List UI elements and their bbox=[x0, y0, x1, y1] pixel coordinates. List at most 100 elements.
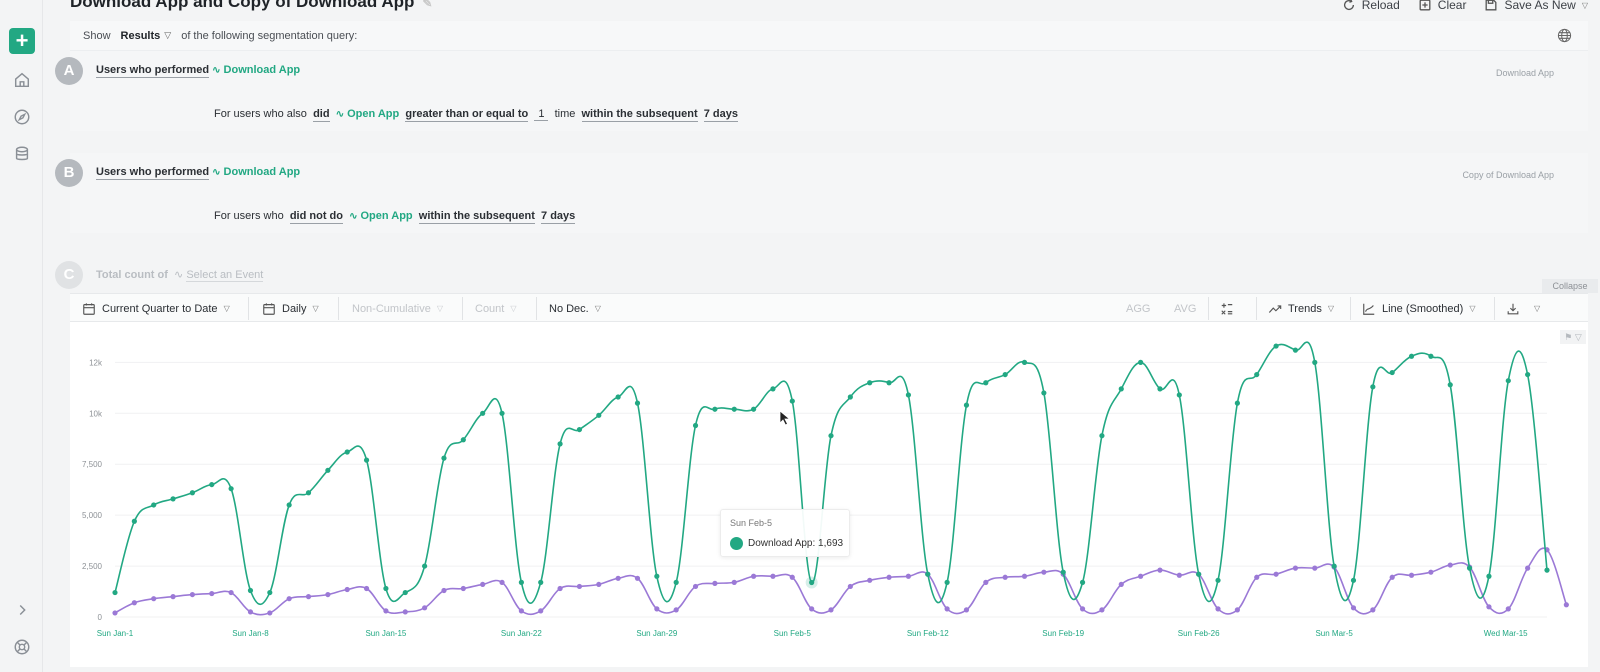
chevron-down-icon: ▽ bbox=[594, 304, 601, 313]
event-selector[interactable]: ∿ Download App bbox=[212, 166, 300, 178]
pencil-icon[interactable]: ✎ bbox=[422, 0, 433, 10]
y-tick-label: 12k bbox=[89, 358, 103, 367]
date-range-dropdown[interactable]: Current Quarter to Date ▽ bbox=[82, 294, 230, 323]
data-point bbox=[1234, 607, 1240, 613]
data-point bbox=[983, 579, 989, 585]
query-b-label[interactable]: Copy of Download App bbox=[1462, 170, 1554, 180]
avg-toggle[interactable]: AVG bbox=[1174, 302, 1197, 315]
time-label: time bbox=[554, 108, 576, 120]
data-point bbox=[228, 589, 234, 596]
divider bbox=[536, 297, 537, 320]
data-point bbox=[1215, 577, 1221, 583]
collapse-button[interactable]: Collapse bbox=[1542, 279, 1598, 293]
export-options-dropdown[interactable]: ▽ bbox=[1534, 294, 1540, 323]
formula-icon bbox=[1221, 302, 1233, 315]
decimals-label: No Dec. bbox=[549, 302, 589, 315]
data-point bbox=[1157, 386, 1163, 392]
data-point bbox=[247, 587, 254, 594]
clear-label: Clear bbox=[1437, 0, 1467, 12]
sub-event-name: Open App bbox=[347, 108, 400, 120]
interval-label: Daily bbox=[282, 302, 307, 315]
data-point bbox=[460, 437, 466, 443]
report-title[interactable]: Download App and Copy of Download App ✎ bbox=[70, 0, 432, 12]
sub-event-selector[interactable]: ∿ Open App bbox=[349, 210, 413, 222]
days-selector[interactable]: 7 days bbox=[541, 210, 576, 224]
within-selector[interactable]: within the subsequent bbox=[581, 108, 698, 122]
data-point bbox=[267, 589, 273, 596]
help-lifebuoy-icon[interactable] bbox=[11, 636, 33, 658]
divider bbox=[1208, 297, 1209, 320]
interval-dropdown[interactable]: Daily ▽ bbox=[262, 294, 319, 323]
download-icon bbox=[1507, 303, 1519, 314]
chart-tooltip: Sun Feb-5 Download App: 1,693 bbox=[720, 509, 850, 557]
home-icon[interactable] bbox=[11, 69, 33, 91]
formula-button[interactable] bbox=[1220, 294, 1234, 323]
performed-selector[interactable]: Users who performed bbox=[96, 166, 210, 180]
decimals-dropdown[interactable]: No Dec. ▽ bbox=[549, 294, 601, 323]
reload-button[interactable]: Reload bbox=[1342, 0, 1400, 12]
chevron-down-icon[interactable]: ▽ bbox=[164, 30, 172, 40]
data-point bbox=[1312, 359, 1318, 365]
x-tick-label: Sun Feb-5 bbox=[774, 629, 812, 638]
filter-prefix: For users who also bbox=[214, 108, 307, 120]
operator-selector[interactable]: greater than or equal to bbox=[405, 108, 529, 122]
report-actions: Reload Clear Save As New ▽ bbox=[1342, 0, 1588, 12]
database-icon[interactable] bbox=[11, 143, 33, 165]
performed-selector[interactable]: Users who performed bbox=[96, 64, 210, 78]
chevron-down-icon: ▽ bbox=[1327, 304, 1334, 313]
chart-type-dropdown[interactable]: Line (Smoothed) ▽ bbox=[1362, 294, 1475, 323]
chart-svg: 0 2,500 5,000 7,500 10k 12k Sun Jan-1 Sun Jan-8… bbox=[82, 341, 1569, 638]
within-selector[interactable]: within the subsequent bbox=[418, 210, 535, 224]
agg-toggle[interactable]: AGG bbox=[1126, 302, 1151, 315]
show-results-dropdown[interactable]: Results bbox=[120, 29, 161, 42]
data-point bbox=[112, 610, 118, 616]
days-selector[interactable]: 7 days bbox=[703, 108, 738, 122]
data-point bbox=[112, 589, 118, 596]
data-point bbox=[673, 607, 679, 613]
count-input[interactable]: 1 bbox=[534, 108, 549, 121]
did-selector[interactable]: did bbox=[313, 108, 330, 122]
add-icon[interactable]: + bbox=[9, 28, 35, 54]
query-panel: A Users who performed ∿ Download App For … bbox=[55, 51, 1588, 293]
compass-icon[interactable] bbox=[11, 106, 33, 128]
event-selector[interactable]: ∿ Download App bbox=[212, 64, 300, 76]
save-as-new-button[interactable]: Save As New ▽ bbox=[1484, 0, 1588, 12]
did-not-selector[interactable]: did not do bbox=[289, 210, 343, 224]
query-a-label[interactable]: Download App bbox=[1495, 68, 1554, 78]
data-point bbox=[189, 490, 196, 496]
event-icon: ∿ bbox=[335, 109, 345, 120]
x-tick-label: Sun Feb-19 bbox=[1042, 629, 1084, 638]
globe-icon[interactable] bbox=[1557, 28, 1572, 43]
expand-chevron-icon[interactable] bbox=[11, 599, 33, 621]
data-point bbox=[1060, 569, 1066, 575]
reload-label: Reload bbox=[1361, 0, 1400, 12]
data-point bbox=[654, 573, 660, 579]
data-point bbox=[383, 585, 389, 592]
data-point bbox=[538, 579, 544, 585]
data-point bbox=[422, 605, 428, 611]
data-point bbox=[692, 583, 699, 590]
count-dropdown[interactable]: Count ▽ bbox=[475, 294, 517, 323]
data-point bbox=[170, 496, 176, 502]
cumulative-dropdown[interactable]: Non-Cumulative ▽ bbox=[352, 294, 443, 323]
data-point bbox=[1544, 567, 1550, 573]
annotation-flag-button[interactable]: ⚑ ▽ bbox=[1560, 330, 1586, 344]
chevron-down-icon[interactable]: ▽ bbox=[1581, 0, 1588, 10]
select-event-input[interactable]: Select an Event bbox=[186, 269, 264, 282]
line-chart-icon bbox=[1363, 303, 1375, 315]
data-point bbox=[692, 422, 699, 429]
trends-dropdown[interactable]: Trends ▽ bbox=[1268, 294, 1334, 323]
data-point bbox=[1176, 392, 1182, 398]
data-point bbox=[1447, 562, 1453, 568]
export-button[interactable] bbox=[1506, 294, 1520, 323]
event-icon: ∿ bbox=[212, 167, 221, 178]
data-point bbox=[634, 575, 641, 581]
cumulative-label: Non-Cumulative bbox=[352, 302, 431, 315]
event-name: Download App bbox=[223, 166, 301, 178]
data-point bbox=[1002, 574, 1008, 580]
data-point bbox=[847, 583, 853, 590]
data-point bbox=[1157, 567, 1163, 573]
y-tick-label: 5,000 bbox=[82, 511, 103, 520]
clear-button[interactable]: Clear bbox=[1418, 0, 1467, 12]
sub-event-selector[interactable]: ∿ Open App bbox=[336, 108, 400, 120]
